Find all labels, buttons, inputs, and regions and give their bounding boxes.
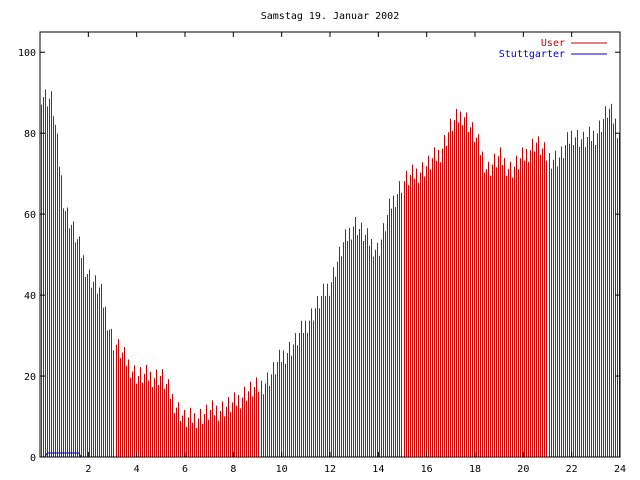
x-tick-label: 14 [372, 464, 384, 475]
x-tick-label: 6 [182, 464, 188, 475]
x-tick-label: 16 [421, 464, 433, 475]
y-tick-label: 80 [24, 129, 36, 140]
y-tick-label: 60 [24, 210, 36, 221]
x-tick-label: 24 [614, 464, 626, 475]
y-tick-label: 100 [18, 48, 36, 59]
x-tick-label: 20 [517, 464, 529, 475]
x-tick-label: 12 [324, 464, 336, 475]
x-tick-label: 2 [85, 464, 91, 475]
y-tick-label: 40 [24, 291, 36, 302]
x-tick-label: 22 [566, 464, 578, 475]
x-tick-label: 18 [469, 464, 481, 475]
chart-title: Samstag 19. Januar 2002 [261, 11, 399, 22]
user-bars [41, 89, 620, 457]
x-tick-label: 4 [134, 464, 140, 475]
x-tick-label: 8 [230, 464, 236, 475]
legend-label: Stuttgarter [499, 49, 565, 60]
x-tick-label: 10 [276, 464, 288, 475]
legend-label: User [541, 38, 565, 49]
y-tick-label: 0 [30, 453, 36, 464]
y-tick-label: 20 [24, 372, 36, 383]
